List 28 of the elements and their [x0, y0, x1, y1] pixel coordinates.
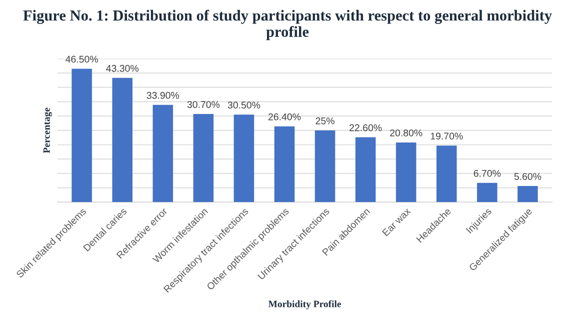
data-label: 6.70%	[474, 170, 501, 177]
x-tick-label: Ear wax	[382, 207, 412, 236]
bar	[112, 78, 132, 202]
data-label: 19.70%	[430, 132, 463, 140]
data-label: 22.60%	[350, 124, 382, 132]
data-label: 46.50%	[66, 56, 98, 63]
bar	[72, 68, 92, 202]
bar	[234, 114, 254, 202]
bar	[274, 126, 295, 202]
chart-title: Figure No. 1: Distribution of study participants with respect to general morbidity profile	[23, 10, 552, 40]
bar	[436, 146, 457, 202]
bar	[193, 114, 214, 202]
bar	[396, 142, 416, 202]
y-axis-title: Percentage	[43, 108, 52, 154]
data-label: 43.30%	[106, 64, 138, 72]
bar	[152, 104, 174, 202]
data-label: 30.50%	[228, 102, 260, 109]
bar	[314, 130, 336, 202]
data-label: 25%	[316, 117, 334, 124]
data-label: 20.80%	[390, 129, 422, 136]
data-label: 26.40%	[268, 113, 301, 120]
data-label: 33.90%	[146, 92, 180, 99]
bar	[355, 137, 376, 202]
bar	[477, 182, 498, 202]
x-axis-title: Morbidity Profile	[268, 300, 341, 310]
bar	[518, 186, 538, 202]
data-label: 5.60%	[514, 173, 542, 180]
data-label: 30.70%	[187, 101, 220, 108]
